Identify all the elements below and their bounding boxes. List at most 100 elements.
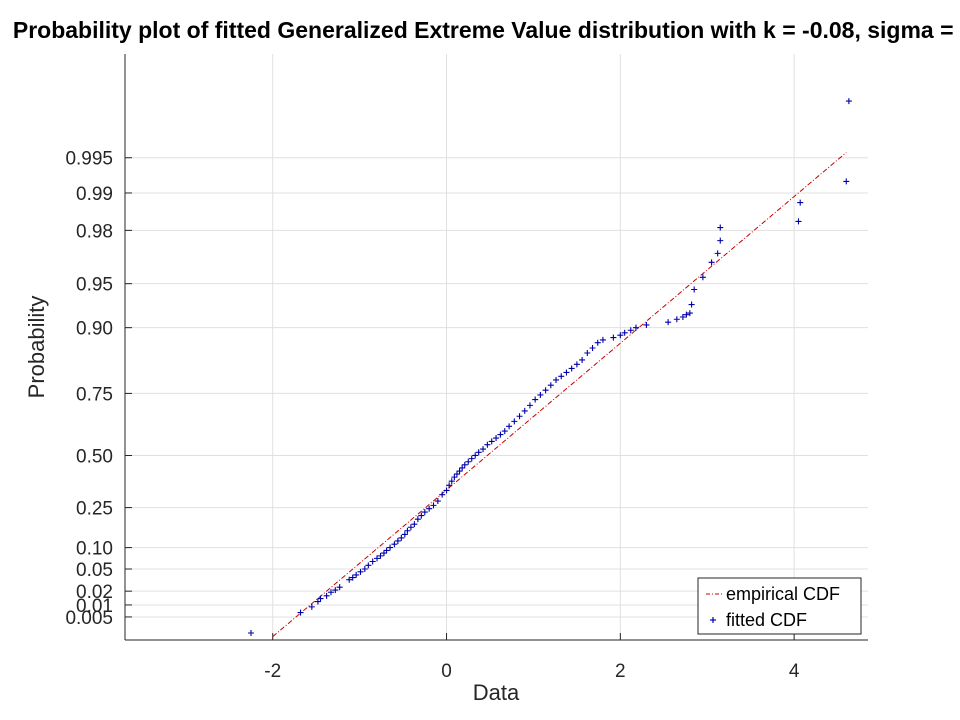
fitted-cdf-point (632, 324, 639, 331)
fitted-cdf-point (465, 458, 472, 465)
fitted-cdf-point (317, 595, 324, 602)
fitted-cdf-point (795, 218, 802, 225)
y-tick-label: 0.50 (76, 446, 113, 467)
x-tick-label: 2 (615, 661, 626, 682)
y-tick-label: 0.95 (76, 275, 113, 296)
fitted-cdf-point (461, 461, 468, 468)
fitted-cdf-point (537, 391, 544, 398)
fitted-cdf-point (516, 413, 523, 420)
fitted-cdf-point (407, 524, 414, 531)
fitted-cdf-point (493, 435, 500, 442)
fitted-cdf-point (468, 455, 475, 462)
fitted-cdf-point (448, 478, 455, 485)
fitted-cdf-point (443, 487, 450, 494)
y-tick-label: 0.05 (76, 560, 113, 581)
fitted-cdf-point (521, 407, 528, 414)
fitted-cdf-point (421, 509, 428, 516)
fitted-cdf-point (456, 468, 463, 475)
fitted-cdf-point (380, 550, 387, 557)
y-tick-label: 0.75 (76, 384, 113, 405)
fitted-cdf-point (336, 584, 343, 591)
fitted-cdf-point (327, 589, 334, 596)
fitted-cdf-point (377, 552, 384, 559)
fitted-cdf-point (369, 558, 376, 565)
fitted-cdf-point (714, 250, 721, 257)
fitted-cdf-point (374, 555, 381, 562)
legend-entry-empirical: empirical CDF (726, 584, 840, 604)
fitted-cdf-point (563, 369, 570, 376)
fitted-cdf-point (323, 592, 330, 599)
fitted-cdf-point (643, 321, 650, 328)
legend-entry-fitted: fitted CDF (726, 610, 807, 630)
y-tick-label: 0.02 (76, 582, 113, 603)
chart-title: Probability plot of fitted Generalized E… (13, 17, 960, 43)
fitted-cdf-point (573, 361, 580, 368)
fitted-cdf-point (401, 531, 408, 538)
fitted-cdf-point (394, 537, 401, 544)
x-tick-label: 0 (441, 661, 452, 682)
fitted-cdf-point (688, 301, 695, 308)
legend: empirical CDF fitted CDF (697, 577, 862, 635)
fitted-cdf-point (451, 474, 458, 481)
fitted-cdf-point (594, 339, 601, 346)
fitted-cdf-point (843, 178, 850, 185)
y-tick-label: 0.005 (65, 608, 113, 629)
fitted-cdf-point (691, 286, 698, 293)
fitted-cdf-point (472, 452, 479, 459)
fitted-cdf-point (532, 396, 539, 403)
fitted-cdf-point (349, 574, 356, 581)
fitted-cdf-point (579, 356, 586, 363)
fitted-cdf-point (426, 505, 433, 512)
x-tick-label: -2 (264, 661, 281, 682)
fitted-cdf-point (568, 365, 575, 372)
fitted-cdf-point (584, 349, 591, 356)
fitted-cdf-point (353, 571, 360, 578)
fitted-cdf-point (414, 516, 421, 523)
fitted-cdf-point (665, 319, 672, 326)
fitted-cdf-point (346, 576, 353, 583)
fitted-cdf-point (686, 310, 693, 317)
fitted-cdf-point (542, 387, 549, 394)
fitted-cdf-point (387, 544, 394, 551)
fitted-cdf-point (446, 482, 453, 489)
fitted-cdf-point (383, 547, 390, 554)
fitted-cdf-point (332, 587, 339, 594)
y-tick-label: 0.25 (76, 499, 113, 520)
fitted-cdf-point (683, 311, 690, 318)
fitted-cdf-point (506, 423, 513, 430)
fitted-cdf-point (488, 438, 495, 445)
legend-swatch-fitted (710, 617, 716, 623)
x-ticks: -2 0 2 4 (264, 633, 800, 682)
fitted-cdf-point (673, 316, 680, 323)
fitted-cdf-point (845, 98, 852, 105)
fitted-cdf-point (589, 345, 596, 352)
fitted-cdf-point (497, 431, 504, 438)
y-tick-label: 0.99 (76, 184, 113, 205)
fitted-cdf-series (248, 98, 852, 636)
y-tick-label: 0.98 (76, 221, 113, 242)
fitted-cdf-point (610, 334, 617, 341)
fitted-cdf-point (699, 274, 706, 281)
fitted-cdf-point (314, 598, 321, 605)
fitted-cdf-point (411, 521, 418, 528)
fitted-cdf-point (526, 402, 533, 409)
fitted-cdf-point (434, 498, 441, 505)
fitted-cdf-point (617, 332, 624, 339)
fitted-cdf-point (553, 376, 560, 383)
fitted-cdf-point (365, 562, 372, 569)
fitted-cdf-point (404, 527, 411, 534)
fitted-cdf-point (439, 491, 446, 498)
fitted-cdf-point (453, 471, 460, 478)
fitted-cdf-point (430, 502, 437, 509)
fitted-cdf-point (361, 565, 368, 572)
fitted-cdf-point (501, 428, 508, 435)
fitted-cdf-point (558, 373, 565, 380)
y-tick-label: 0.90 (76, 319, 113, 340)
y-axis-label: Probability (24, 296, 49, 399)
fitted-cdf-point (679, 313, 686, 320)
y-tick-label: 0.995 (65, 149, 113, 170)
legend-box (697, 577, 862, 635)
fitted-cdf-point (621, 329, 628, 336)
fitted-cdf-point (475, 449, 482, 456)
